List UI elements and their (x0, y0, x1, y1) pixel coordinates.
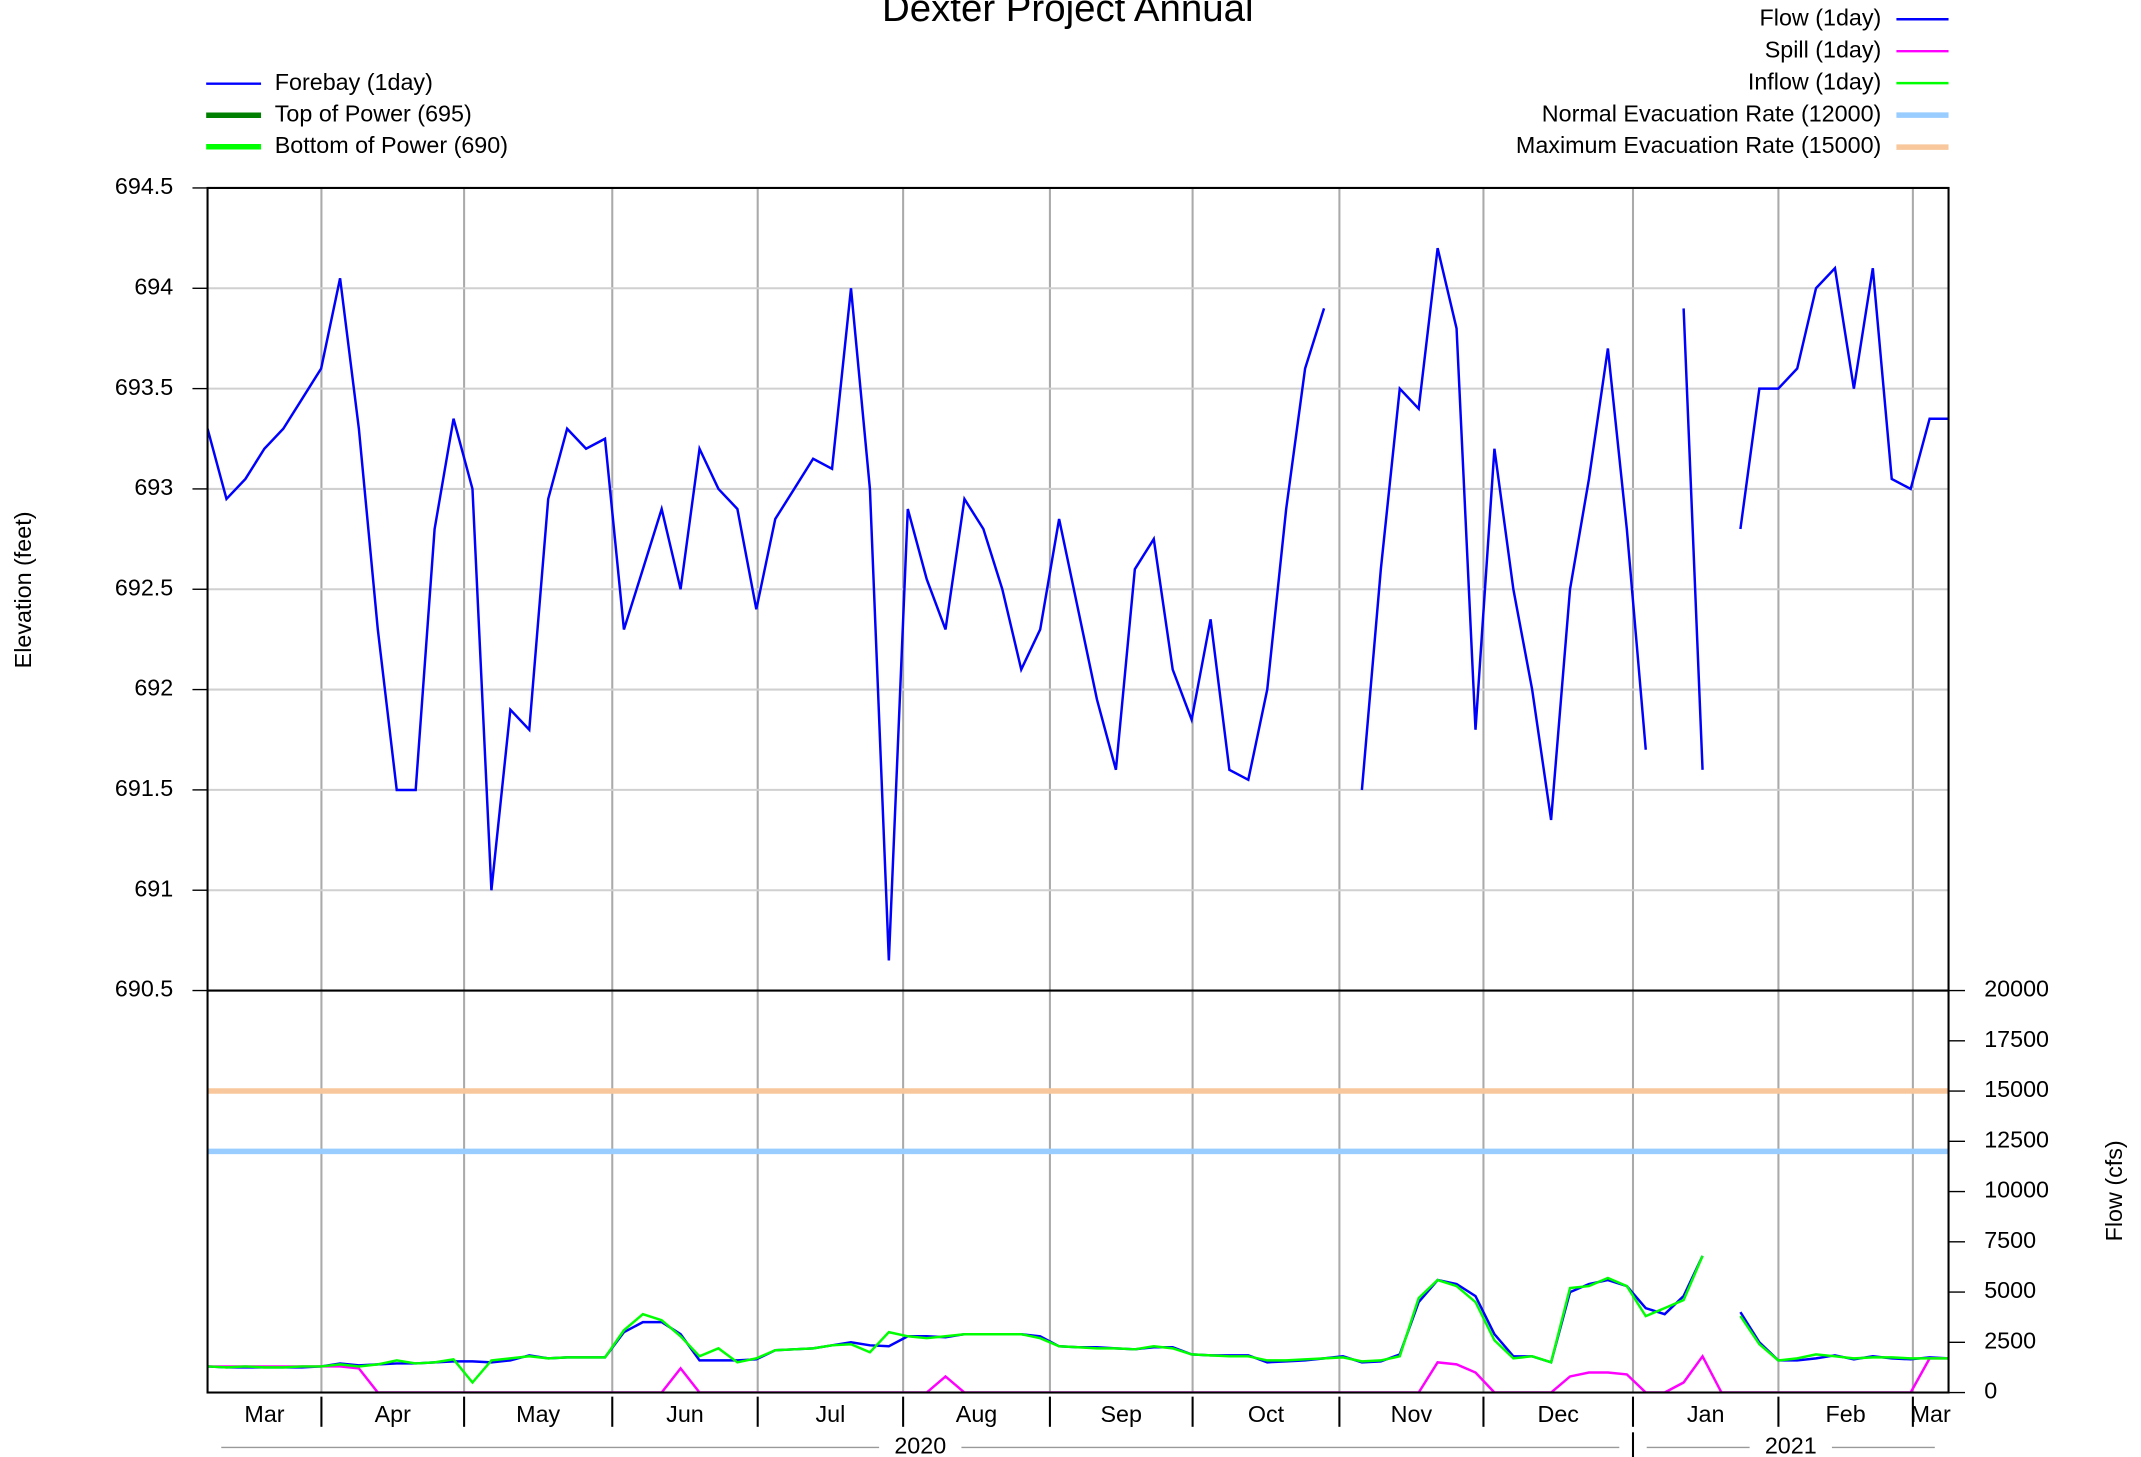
y2-tick-label: 12500 (1984, 1126, 2049, 1152)
chart-title: Dexter Project Annual (882, 0, 1253, 30)
year-label: 2021 (1765, 1433, 1817, 1457)
y-tick-label: 692.5 (115, 574, 173, 600)
x-tick-label: Jun (666, 1401, 704, 1427)
y-tick-label: 693.5 (115, 374, 173, 400)
legend-label: Top of Power (695) (275, 100, 472, 126)
legend-label: Maximum Evacuation Rate (15000) (1516, 132, 1881, 158)
legend-label: Normal Evacuation Rate (12000) (1542, 100, 1882, 126)
y2-tick-label: 10000 (1984, 1177, 2049, 1203)
legend-label: Inflow (1day) (1748, 68, 1881, 94)
y2-tick-label: 15000 (1984, 1076, 2049, 1102)
x-tick-label: Jan (1687, 1401, 1725, 1427)
marks (207, 247, 1949, 1393)
y2-tick-label: 5000 (1984, 1277, 2036, 1303)
y2-axis-label: Flow (cfs) (2101, 1140, 2127, 1241)
x-tick-label: Nov (1391, 1401, 1433, 1427)
series-line (207, 247, 1949, 961)
y2-tick-label: 7500 (1984, 1227, 2036, 1253)
x-tick-label: Dec (1537, 1401, 1579, 1427)
y-tick-label: 691 (134, 875, 173, 901)
x-tick-label: Feb (1826, 1401, 1866, 1427)
grid (207, 186, 1949, 1393)
legend-label: Forebay (1day) (275, 69, 433, 95)
x-tick-label: May (516, 1401, 560, 1427)
y2-tick-label: 2500 (1984, 1327, 2036, 1353)
x-tick-label: Oct (1248, 1401, 1285, 1427)
x-tick-label: Mar (1911, 1401, 1951, 1427)
y-tick-label: 693 (134, 474, 173, 500)
y-tick-label: 692 (134, 675, 173, 701)
y2-tick-label: 20000 (1984, 976, 2049, 1002)
x-tick-label: Apr (375, 1401, 412, 1427)
y2-tick-label: 0 (1984, 1378, 1997, 1404)
legend-label: Bottom of Power (690) (275, 132, 508, 158)
y-tick-label: 690.5 (115, 976, 173, 1002)
y-axis-label: Elevation (feet) (10, 512, 36, 669)
legend-label: Spill (1day) (1765, 36, 1882, 62)
y-tick-label: 691.5 (115, 775, 173, 801)
series-line (207, 1255, 1949, 1369)
x-tick-label: Sep (1101, 1401, 1142, 1427)
year-label: 2020 (894, 1433, 946, 1457)
legend-label: Flow (1day) (1760, 4, 1882, 30)
x-tick-label: Jul (816, 1401, 846, 1427)
y-tick-label: 694.5 (115, 173, 173, 199)
x-tick-label: Mar (244, 1401, 284, 1427)
y-tick-label: 694 (134, 273, 173, 299)
series-line (207, 1255, 1949, 1385)
x-tick-label: Aug (956, 1401, 997, 1427)
y2-tick-label: 17500 (1984, 1026, 2049, 1052)
